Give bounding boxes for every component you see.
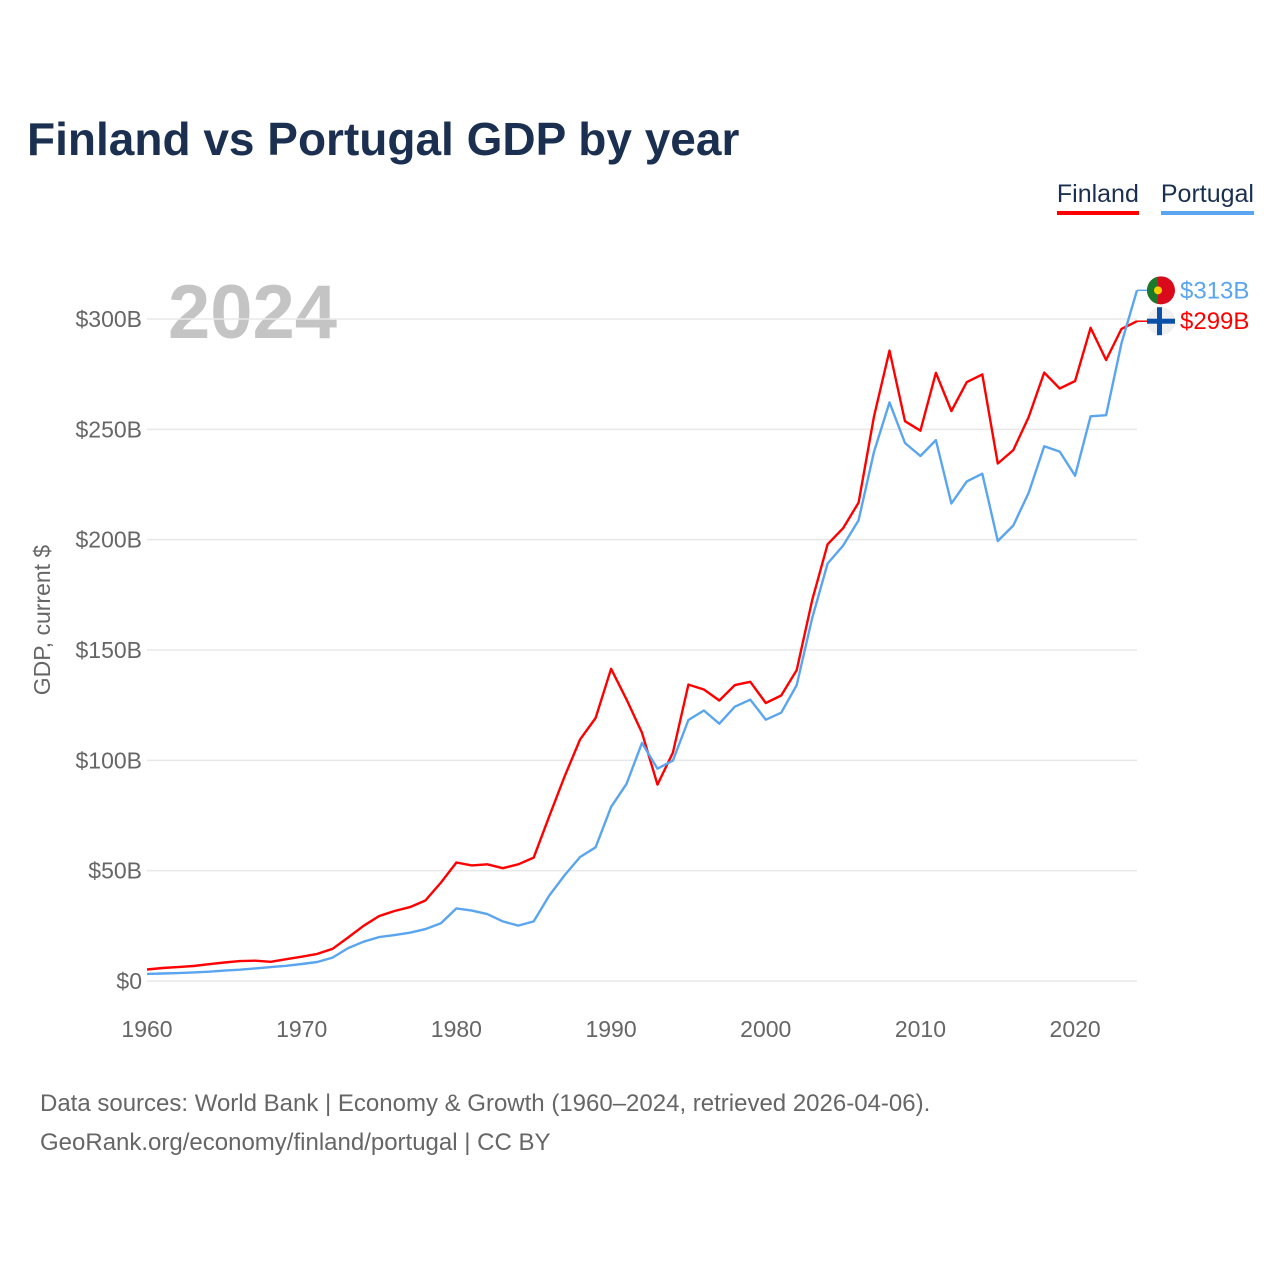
y-tick-label: $200B [75, 527, 142, 553]
x-tick-label: 2010 [895, 1016, 946, 1042]
y-tick-label: $100B [75, 747, 142, 773]
x-tick-label: 1960 [121, 1016, 172, 1042]
legend-finland[interactable]: Finland [1056, 180, 1139, 215]
series-line-portugal [146, 289, 1139, 976]
portugal-flag-emblem [1154, 286, 1162, 295]
finland-flag-cross-v [1157, 307, 1162, 336]
x-tick-label: 1980 [431, 1016, 482, 1042]
x-tick-label: 1990 [585, 1016, 636, 1042]
chart-title: Finland vs Portugal GDP by year [27, 113, 740, 165]
source-note: Data sources: World Bank | Economy & Gro… [40, 1090, 931, 1117]
y-tick-label: $300B [75, 306, 142, 332]
y-tick-label: $250B [75, 416, 142, 442]
legend-portugal[interactable]: Portugal [1160, 180, 1254, 215]
end-value-label: $299B [1180, 308, 1249, 335]
y-tick-label: $0 [116, 968, 142, 994]
x-tick-label: 2020 [1050, 1016, 1101, 1042]
source-link[interactable]: GeoRank.org/economy/finland/portugal | C… [40, 1129, 551, 1156]
portugal-flag-green [1147, 276, 1158, 305]
x-tick-label: 1970 [276, 1016, 327, 1042]
year-watermark: 2024 [168, 270, 337, 355]
end-value-label: $313B [1180, 277, 1249, 304]
y-tick-label: $150B [75, 637, 142, 663]
footer: Data sources: World Bank | Economy & Gro… [40, 1084, 930, 1162]
legend: Finland Portugal [1056, 180, 1254, 215]
series-line-finland [146, 320, 1138, 971]
y-tick-label: $50B [88, 858, 142, 884]
x-tick-label: 2000 [740, 1016, 791, 1042]
y-axis-label: GDP, current $ [29, 545, 55, 696]
